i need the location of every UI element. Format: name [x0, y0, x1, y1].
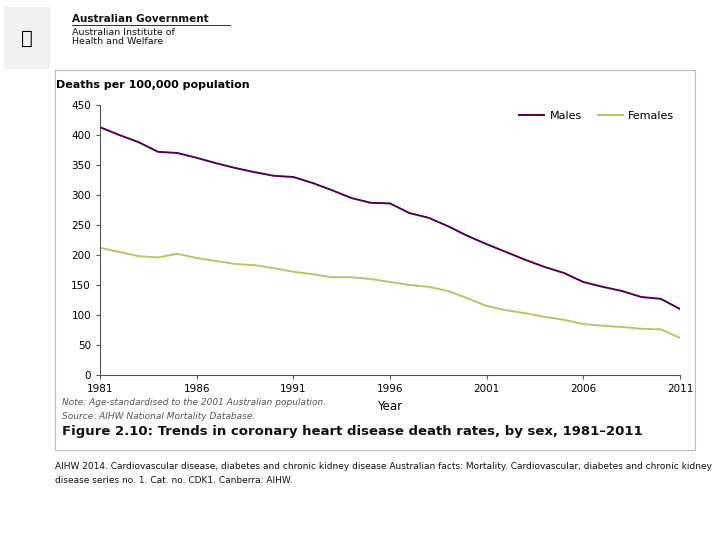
Text: Note: Age-standardised to the 2001 Australian population.: Note: Age-standardised to the 2001 Austr… — [62, 398, 326, 407]
Text: disease series no. 1. Cat. no. CDK1. Canberra: AIHW.: disease series no. 1. Cat. no. CDK1. Can… — [55, 476, 292, 485]
Text: Source: AIHW National Mortality Database.: Source: AIHW National Mortality Database… — [62, 412, 256, 421]
Text: Deaths per 100,000 population: Deaths per 100,000 population — [56, 80, 250, 90]
X-axis label: Year: Year — [377, 400, 402, 413]
Text: Health and Welfare: Health and Welfare — [72, 37, 163, 46]
Text: Australian Institute of: Australian Institute of — [72, 28, 175, 37]
Text: 🦘: 🦘 — [21, 29, 33, 48]
Legend: Males, Females: Males, Females — [519, 111, 675, 120]
Text: Australian Government: Australian Government — [72, 14, 209, 24]
Text: Figure 2.10: Trends in coronary heart disease death rates, by sex, 1981–2011: Figure 2.10: Trends in coronary heart di… — [62, 425, 643, 438]
Text: AIHW 2014. Cardiovascular disease, diabetes and chronic kidney disease Australia: AIHW 2014. Cardiovascular disease, diabe… — [55, 462, 712, 471]
